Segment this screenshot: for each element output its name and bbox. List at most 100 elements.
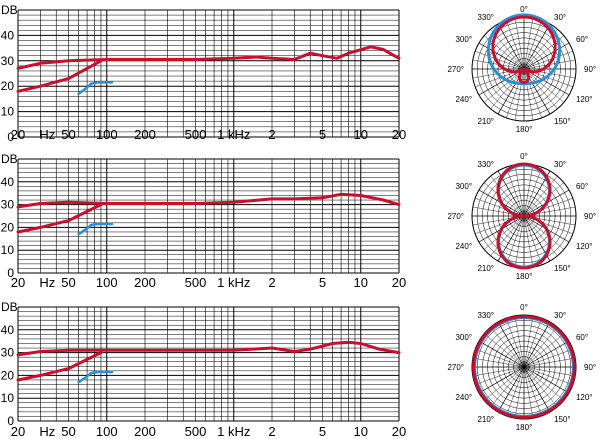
polar-spoke	[523, 198, 573, 217]
x-tick-label: 1 kHz	[217, 275, 250, 290]
polar-pattern-red	[491, 15, 557, 84]
polar-spoke	[523, 349, 573, 368]
polar-angle-label: 0°	[520, 303, 528, 312]
y-tick-label: 40	[1, 175, 15, 189]
polar-spoke	[523, 215, 542, 265]
polar-spoke	[484, 366, 525, 401]
polar-spoke	[514, 366, 525, 419]
polar-angle-label: 180°	[516, 125, 533, 134]
polar-spoke	[484, 333, 525, 368]
polar-spoke	[523, 366, 564, 401]
polar-spoke	[523, 17, 534, 70]
x-tick-label: 200	[134, 424, 156, 439]
polar-angle-label: 60°	[576, 333, 588, 342]
polar-pattern-red	[496, 162, 552, 270]
polar-angle-label: 120°	[576, 242, 593, 251]
polar-spoke	[490, 366, 525, 407]
polar-spoke	[506, 68, 525, 118]
polar-spoke	[514, 215, 525, 268]
polar-spoke	[475, 366, 525, 385]
polar-spoke	[523, 366, 558, 407]
polar-angle-label: 270°	[447, 363, 464, 372]
polar-spoke	[523, 176, 558, 217]
x-tick-label: 100	[96, 275, 118, 290]
polar-spoke	[523, 215, 573, 234]
polar-angle-label: 330°	[477, 13, 494, 22]
polar-angle-label: 150°	[554, 117, 571, 126]
polar-spoke	[523, 215, 534, 268]
response-series-red	[16, 351, 103, 382]
polar-angle-label: 270°	[447, 212, 464, 221]
x-tick-label: 10	[354, 424, 368, 439]
polar-spoke	[484, 68, 525, 103]
x-tick-label: 500	[185, 424, 207, 439]
x-tick-label: 2	[268, 127, 275, 142]
response-series-blue	[77, 370, 114, 384]
polar-spoke	[523, 167, 542, 217]
polar-spoke	[490, 215, 525, 256]
polar-spoke	[523, 182, 564, 217]
polar-spoke	[475, 349, 525, 368]
polar-angle-label: 330°	[477, 160, 494, 169]
response-series-red	[16, 340, 401, 357]
polar-angle-label: 180°	[516, 272, 533, 281]
polar-spoke	[523, 68, 564, 103]
x-tick-label: 20	[392, 424, 406, 439]
polar-angle-label: 30°	[554, 160, 566, 169]
polar-spoke	[514, 315, 525, 368]
polar-spoke	[506, 167, 525, 217]
polar-angle-label: 210°	[477, 117, 494, 126]
polar-angle-label: 300°	[455, 333, 472, 342]
x-tick-label: 20	[392, 275, 406, 290]
polar-angle-label: 150°	[554, 415, 571, 424]
polar-spoke	[523, 164, 534, 217]
x-tick-label: 100	[96, 424, 118, 439]
polar-spoke	[523, 357, 576, 368]
polar-angle-label: 30°	[554, 13, 566, 22]
polar-spoke	[475, 198, 525, 217]
polar-spoke	[506, 215, 525, 265]
polar-spoke	[490, 176, 525, 217]
polar-spoke	[523, 215, 558, 256]
polar-spoke	[497, 366, 525, 413]
x-tick-label: 200	[134, 275, 156, 290]
polar-angle-label: 240°	[455, 95, 472, 104]
polar-spoke	[523, 68, 534, 121]
y-tick-label: 40	[1, 323, 15, 337]
polar-spoke	[523, 318, 542, 368]
response-series-red	[16, 59, 103, 93]
polar-spoke	[523, 42, 570, 70]
polar-spoke	[523, 68, 542, 118]
y-tick-label: 0	[7, 266, 14, 280]
polar-angle-label: 30°	[554, 311, 566, 320]
polar-spoke	[523, 366, 570, 394]
polar-spoke	[523, 333, 564, 368]
y-tick-label: 0	[7, 130, 14, 144]
polar-spoke	[514, 17, 525, 70]
x-tick-label: 50	[61, 275, 75, 290]
polar-spoke	[490, 327, 525, 368]
polar-angle-label: 240°	[455, 242, 472, 251]
polar-spoke	[478, 340, 525, 368]
y-tick-label: 30	[1, 198, 15, 212]
x-tick-label: Hz	[39, 275, 55, 290]
x-tick-label: 2	[268, 275, 275, 290]
x-tick-label: 50	[61, 424, 75, 439]
polar-spoke	[523, 68, 570, 96]
x-tick-label: 1 kHz	[217, 424, 250, 439]
polar-angle-label: 90°	[584, 65, 596, 74]
polar-spoke	[514, 68, 525, 121]
x-tick-label: 5	[319, 275, 326, 290]
polar-angle-label: 330°	[477, 311, 494, 320]
polar-spoke	[514, 164, 525, 217]
polar-spoke	[523, 327, 558, 368]
y-axis-label: DB	[1, 3, 18, 17]
polar-angle-label: 90°	[584, 212, 596, 221]
polar-spoke	[475, 51, 525, 70]
polar-spoke	[523, 315, 534, 368]
x-tick-label: 20	[11, 275, 25, 290]
polar-angle-label: 300°	[455, 35, 472, 44]
y-tick-label: 20	[1, 79, 15, 93]
polar-spoke	[472, 366, 525, 377]
x-tick-label: 500	[185, 127, 207, 142]
